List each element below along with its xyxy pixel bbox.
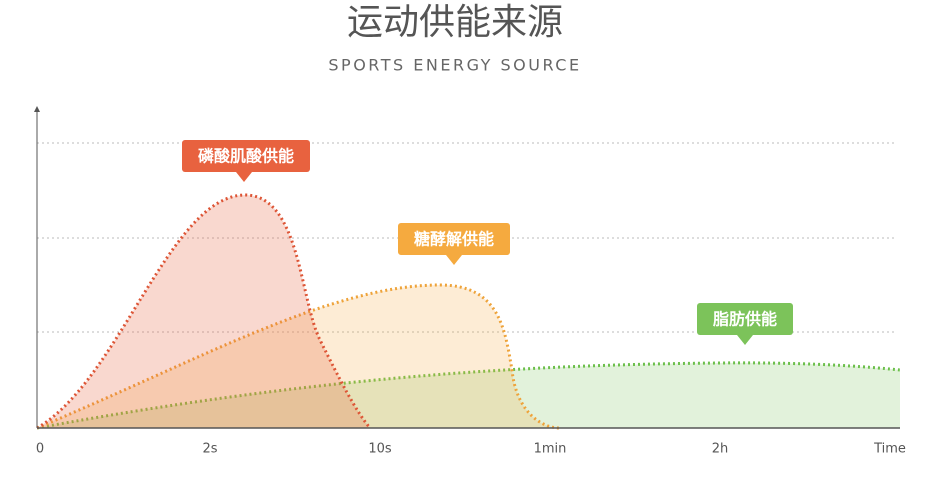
phosphocreatine-curve	[36, 193, 372, 430]
callout-box	[398, 223, 510, 255]
x-label: 2s	[202, 442, 217, 457]
title: 运动供能来源	[347, 2, 563, 43]
callout-label: 磷酸肌酸供能	[198, 147, 294, 166]
callout-pointer	[446, 255, 462, 265]
callout-pointer	[236, 172, 252, 182]
x-label: Time	[873, 442, 906, 457]
fat-area	[37, 362, 900, 428]
x-label: 1min	[534, 442, 567, 457]
callout: 糖酵解供能	[398, 223, 510, 265]
x-label: 2h	[712, 442, 729, 457]
y-axis-arrow	[34, 106, 40, 112]
subtitle: SPORTS ENERGY SOURCE	[328, 56, 581, 75]
callout-label: 脂肪供能	[713, 310, 777, 329]
x-labels: 0 2s 10s 1min 2h Time	[36, 442, 906, 457]
callout-box	[182, 140, 310, 172]
x-label: 0	[36, 442, 44, 457]
callout: 磷酸肌酸供能	[182, 140, 310, 182]
phosphocreatine-area	[37, 195, 370, 428]
glycolysis-area	[37, 285, 560, 428]
x-label: 10s	[368, 442, 392, 457]
callout-pointer	[737, 335, 753, 345]
callout-label: 糖酵解供能	[414, 230, 494, 249]
callout: 脂肪供能	[697, 303, 793, 345]
callout-box	[697, 303, 793, 335]
